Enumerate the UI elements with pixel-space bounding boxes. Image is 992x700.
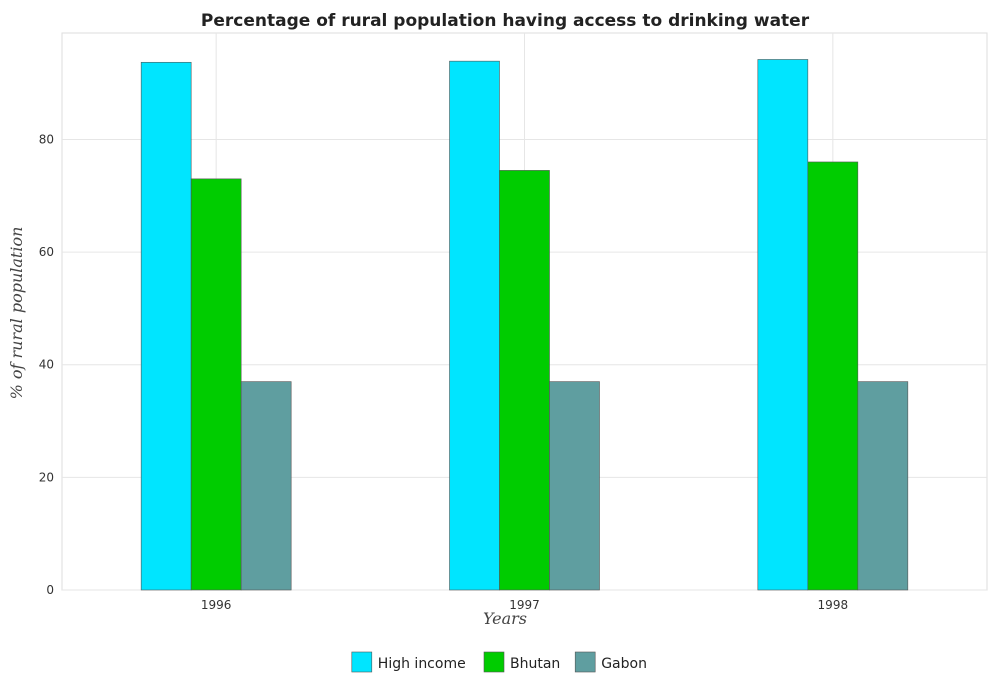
bar-bhutan-1998 — [807, 161, 859, 591]
legend: High income Bhutan Gabon — [351, 651, 647, 673]
y-tick-label: 60 — [39, 245, 54, 259]
axes: 0 20 40 60 80 1996 1997 1998 — [39, 132, 848, 612]
x-tick-label: 1996 — [201, 598, 232, 612]
bar-high-income-1998 — [757, 59, 809, 591]
y-tick-label: 20 — [39, 470, 54, 484]
legend-label: Gabon — [601, 656, 647, 672]
y-tick-label: 80 — [39, 132, 54, 146]
bars — [140, 59, 909, 591]
y-axis-label: % of rural population — [7, 227, 26, 400]
bar-high-income-1996 — [140, 61, 192, 591]
x-axis-label: Years — [483, 609, 527, 628]
chart-title: Percentage of rural population having ac… — [201, 11, 810, 31]
bar-bhutan-1996 — [190, 178, 242, 591]
x-tick-label: 1997 — [509, 598, 540, 612]
legend-label: High income — [378, 656, 466, 672]
legend-swatch — [574, 651, 596, 673]
legend-swatch — [483, 651, 505, 673]
bar-gabon-1997 — [549, 381, 600, 591]
bar-gabon-1996 — [240, 381, 292, 591]
bar-gabon-1998 — [857, 381, 909, 591]
y-tick-label: 0 — [46, 583, 54, 597]
bar-bhutan-1997 — [499, 170, 550, 591]
y-tick-label: 40 — [39, 358, 54, 372]
bar-high-income-1997 — [449, 60, 500, 591]
legend-label: Bhutan — [510, 656, 560, 672]
x-tick-label: 1998 — [818, 598, 849, 612]
legend-swatch — [351, 651, 373, 673]
